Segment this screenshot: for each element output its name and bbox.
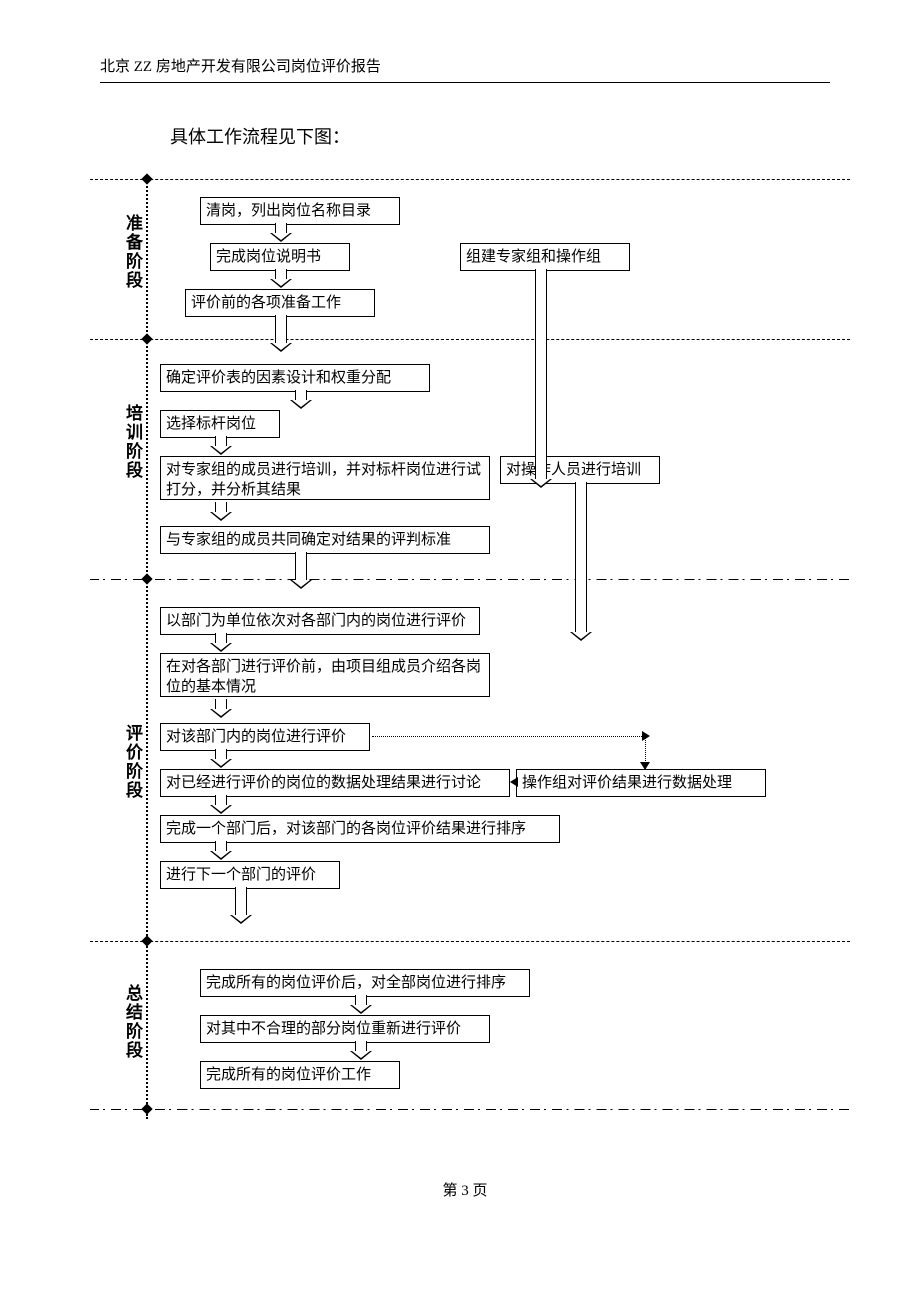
flow-node-n3: 评价前的各项准备工作: [185, 289, 375, 317]
flow-node-n1: 清岗，列出岗位名称目录: [200, 197, 400, 225]
stage-divider: [90, 1109, 850, 1110]
flow-node-n18: 对其中不合理的部分岗位重新进行评价: [200, 1015, 490, 1043]
flow-arrow: [350, 1041, 372, 1060]
flow-node-n5: 确定评价表的因素设计和权重分配: [160, 364, 430, 392]
flow-arrow: [270, 269, 292, 288]
flow-node-n10: 以部门为单位依次对各部门内的岗位进行评价: [160, 607, 480, 635]
flow-arrow: [210, 436, 232, 455]
flow-node-n16: 进行下一个部门的评价: [160, 861, 340, 889]
intro-text: 具体工作流程见下图：: [170, 123, 830, 149]
stage-label-s1: 准备阶段: [120, 214, 145, 290]
dotted-connector: [510, 777, 518, 787]
flow-node-n4: 组建专家组和操作组: [460, 243, 630, 271]
flow-node-n7: 对专家组的成员进行培训，并对标杆岗位进行试打分，并分析其结果: [160, 456, 490, 500]
flow-arrow: [270, 315, 292, 352]
stage-divider: [90, 579, 850, 580]
flow-node-n14: 操作组对评价结果进行数据处理: [516, 769, 766, 797]
stage-divider: [90, 941, 850, 942]
flow-node-n19: 完成所有的岗位评价工作: [200, 1061, 400, 1089]
flow-arrow: [270, 223, 292, 242]
flow-node-n12: 对该部门内的岗位进行评价: [160, 723, 370, 751]
flow-arrow: [210, 502, 232, 521]
flow-arrow: [530, 269, 552, 488]
flow-node-n8: 对操作人员进行培训: [500, 456, 660, 484]
stage-marker: [141, 173, 152, 184]
page-header: 北京 ZZ 房地产开发有限公司岗位评价报告: [100, 55, 830, 83]
flow-arrow: [570, 482, 592, 641]
flow-node-n2: 完成岗位说明书: [210, 243, 350, 271]
stage-axis: [146, 179, 148, 1119]
stage-marker: [141, 573, 152, 584]
flow-node-n15: 完成一个部门后，对该部门的各岗位评价结果进行排序: [160, 815, 560, 843]
flow-node-n9: 与专家组的成员共同确定对结果的评判标准: [160, 526, 490, 554]
page-footer: 第 3 页: [100, 1179, 830, 1200]
flow-node-n11: 在对各部门进行评价前，由项目组成员介绍各岗位的基本情况: [160, 653, 490, 697]
flow-arrow: [210, 699, 232, 718]
stage-marker: [141, 333, 152, 344]
dotted-connector: [372, 736, 642, 737]
flow-node-n13: 对已经进行评价的岗位的数据处理结果进行讨论: [160, 769, 510, 797]
flow-arrow: [290, 552, 312, 589]
stage-label-s4: 总结阶段: [120, 984, 145, 1060]
flow-arrow: [210, 795, 232, 814]
flow-node-n6: 选择标杆岗位: [160, 410, 280, 438]
flow-arrow: [210, 633, 232, 652]
dotted-connector: [640, 762, 650, 770]
flow-arrow: [210, 841, 232, 860]
stage-marker: [141, 1103, 152, 1114]
flow-node-n17: 完成所有的岗位评价后，对全部岗位进行排序: [200, 969, 530, 997]
stage-divider: [90, 339, 850, 340]
flow-arrow: [290, 390, 312, 409]
flow-arrow: [210, 749, 232, 768]
flow-arrow: [230, 887, 252, 924]
flow-arrow: [350, 995, 372, 1014]
stage-label-s2: 培训阶段: [120, 404, 145, 480]
stage-marker: [141, 935, 152, 946]
stage-divider: [90, 179, 850, 180]
stage-label-s3: 评价阶段: [120, 724, 145, 800]
dotted-connector: [642, 731, 650, 741]
flowchart-diagram: 准备阶段培训阶段评价阶段总结阶段 清岗，列出岗位名称目录完成岗位说明书评价前的各项…: [90, 179, 850, 1119]
